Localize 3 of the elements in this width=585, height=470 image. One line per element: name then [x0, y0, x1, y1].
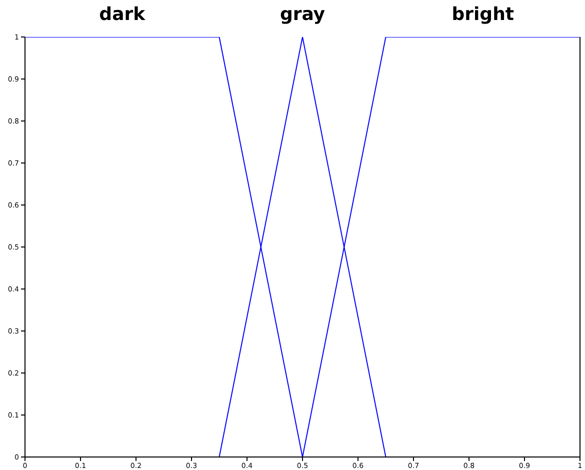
series-label: bright [452, 4, 514, 25]
series-label: gray [280, 4, 326, 25]
series-label: dark [99, 4, 146, 25]
